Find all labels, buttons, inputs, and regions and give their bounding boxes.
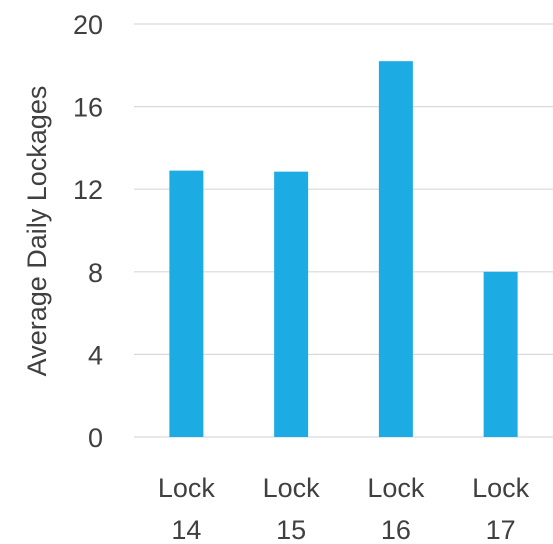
y-tick-label: 8: [88, 258, 103, 288]
x-category-label: 16: [381, 515, 411, 544]
y-tick-label: 0: [88, 423, 103, 453]
x-category-label: 15: [276, 515, 306, 544]
x-category-label: Lock: [158, 473, 216, 503]
bars: [169, 61, 518, 438]
x-category-label: 17: [486, 515, 516, 544]
y-tick-label: 16: [73, 93, 103, 123]
gridlines: [134, 23, 553, 438]
x-category-labels: Lock 14 Lock 15 Lock 16 Lock 17: [158, 473, 530, 544]
y-tick-label: 4: [88, 340, 103, 370]
y-tick-label: 12: [73, 175, 103, 205]
x-category-label: Lock: [367, 473, 425, 503]
x-category-label: 14: [171, 515, 201, 544]
bar-1: [274, 171, 309, 437]
y-axis-title: Average Daily Lockages: [22, 86, 52, 377]
bar-3: [483, 271, 518, 437]
x-category-label: Lock: [263, 473, 321, 503]
bar-2: [378, 61, 413, 438]
y-tick-labels: 0 4 8 12 16 20: [73, 10, 103, 453]
x-category-label: Lock: [472, 473, 530, 503]
y-tick-label: 20: [73, 10, 103, 40]
bar-0: [169, 170, 204, 438]
